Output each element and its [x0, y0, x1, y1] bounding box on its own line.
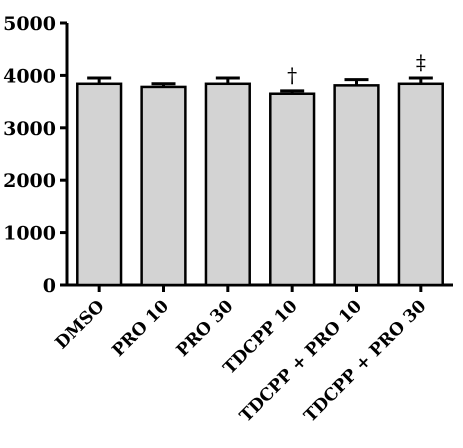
- significance-marker: †: [287, 63, 297, 87]
- bar-tdcpp-pro-30: [397, 82, 444, 287]
- x-tick-label: TDCPP + PRO 10: [236, 296, 366, 426]
- y-tick-label: 4000: [3, 65, 56, 87]
- x-tick-label: TDCPP + PRO 30: [300, 296, 430, 426]
- y-tick-label: 5000: [3, 13, 56, 35]
- bars: [76, 76, 444, 287]
- bar-tdcpp-10: [269, 92, 316, 287]
- x-tick-label: DMSO: [52, 296, 109, 353]
- x-tick-label: PRO 30: [173, 296, 238, 361]
- y-tick-label: 1000: [3, 223, 56, 245]
- y-tick-label: 2000: [3, 170, 56, 192]
- bar-pro-10: [140, 85, 187, 287]
- significance-marker: ‡: [416, 50, 426, 74]
- y-tick-label: 3000: [3, 118, 56, 140]
- x-tick-label: PRO 10: [108, 296, 173, 361]
- bar-pro-30: [204, 82, 251, 287]
- bar-dmso: [76, 82, 123, 287]
- bar-tdcpp-pro-10: [333, 84, 380, 287]
- y-tick-label: 0: [43, 275, 56, 297]
